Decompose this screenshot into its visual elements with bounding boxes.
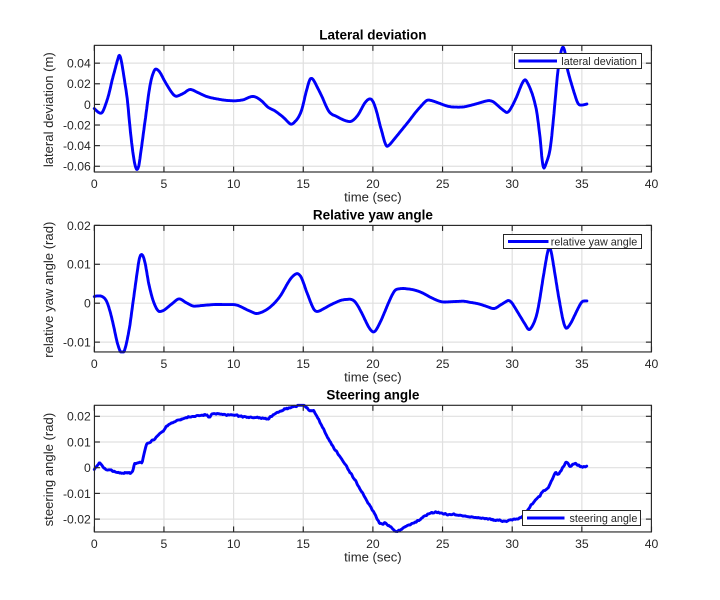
svg-text:relative yaw angle (rad): relative yaw angle (rad) bbox=[41, 222, 56, 358]
svg-text:lateral deviation: lateral deviation bbox=[561, 56, 637, 68]
svg-text:Relative yaw angle: Relative yaw angle bbox=[313, 207, 434, 222]
svg-text:-0.04: -0.04 bbox=[63, 139, 91, 153]
svg-text:20: 20 bbox=[366, 537, 380, 551]
svg-text:0: 0 bbox=[91, 357, 98, 371]
svg-text:steering angle (rad): steering angle (rad) bbox=[41, 413, 56, 527]
svg-text:-0.02: -0.02 bbox=[63, 513, 91, 527]
svg-text:5: 5 bbox=[161, 357, 168, 371]
svg-text:0: 0 bbox=[84, 297, 91, 311]
svg-text:lateral deviation (m): lateral deviation (m) bbox=[41, 52, 56, 167]
svg-text:0: 0 bbox=[84, 98, 91, 112]
svg-text:25: 25 bbox=[436, 537, 450, 551]
svg-text:relative yaw angle: relative yaw angle bbox=[551, 236, 637, 248]
svg-text:0: 0 bbox=[84, 461, 91, 475]
svg-text:0: 0 bbox=[91, 537, 98, 551]
svg-text:30: 30 bbox=[505, 177, 519, 191]
svg-text:0.01: 0.01 bbox=[67, 435, 91, 449]
svg-text:time (sec): time (sec) bbox=[344, 189, 401, 204]
svg-text:20: 20 bbox=[366, 177, 380, 191]
svg-text:0.02: 0.02 bbox=[67, 77, 91, 91]
svg-text:25: 25 bbox=[436, 177, 450, 191]
svg-text:40: 40 bbox=[645, 537, 659, 551]
svg-text:-0.01: -0.01 bbox=[63, 336, 91, 350]
svg-text:5: 5 bbox=[161, 177, 168, 191]
svg-text:0.04: 0.04 bbox=[67, 57, 91, 71]
svg-text:0: 0 bbox=[91, 177, 98, 191]
svg-text:15: 15 bbox=[296, 177, 310, 191]
svg-text:steering angle: steering angle bbox=[570, 513, 638, 525]
svg-text:Lateral deviation: Lateral deviation bbox=[319, 27, 426, 42]
svg-text:30: 30 bbox=[505, 537, 519, 551]
svg-text:time (sec): time (sec) bbox=[344, 549, 401, 564]
svg-text:Steering angle: Steering angle bbox=[326, 387, 420, 402]
svg-text:5: 5 bbox=[161, 537, 168, 551]
svg-text:20: 20 bbox=[366, 357, 380, 371]
svg-text:25: 25 bbox=[436, 357, 450, 371]
svg-text:40: 40 bbox=[645, 357, 659, 371]
svg-text:0.01: 0.01 bbox=[67, 258, 91, 272]
svg-text:35: 35 bbox=[575, 357, 589, 371]
svg-text:-0.02: -0.02 bbox=[63, 118, 91, 132]
svg-text:-0.01: -0.01 bbox=[63, 487, 91, 501]
svg-text:15: 15 bbox=[296, 537, 310, 551]
svg-text:15: 15 bbox=[296, 357, 310, 371]
svg-text:30: 30 bbox=[505, 357, 519, 371]
svg-text:40: 40 bbox=[645, 177, 659, 191]
svg-text:-0.06: -0.06 bbox=[63, 160, 91, 174]
svg-text:10: 10 bbox=[227, 537, 241, 551]
svg-text:10: 10 bbox=[227, 177, 241, 191]
svg-text:10: 10 bbox=[227, 357, 241, 371]
svg-text:0.02: 0.02 bbox=[67, 219, 91, 233]
svg-text:0.02: 0.02 bbox=[67, 410, 91, 424]
svg-text:time (sec): time (sec) bbox=[344, 369, 401, 384]
svg-text:35: 35 bbox=[575, 537, 589, 551]
svg-text:35: 35 bbox=[575, 177, 589, 191]
